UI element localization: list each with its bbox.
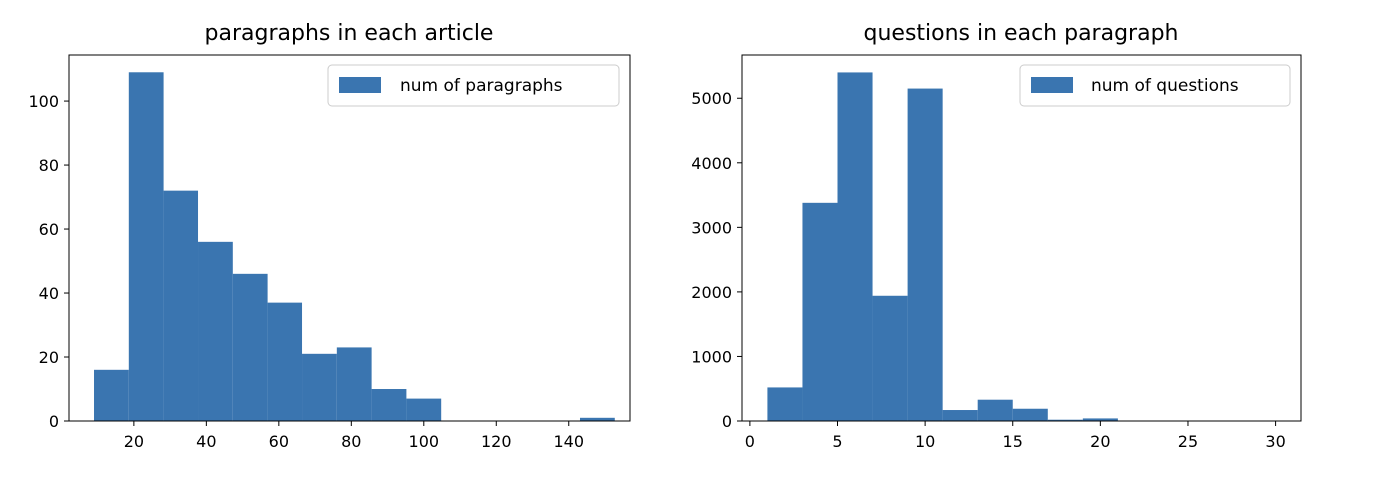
histogram-bar [1013, 409, 1048, 421]
x-tick-label: 20 [124, 432, 144, 451]
histogram-panel-questions: questions in each paragraph 0 5 10 15 20 25 30… [691, 21, 1301, 451]
y-axis: 0 1000 2000 3000 4000 5000 [691, 89, 742, 431]
y-tick-label: 80 [39, 156, 59, 175]
histogram-bar [302, 354, 337, 421]
x-tick-label: 30 [1265, 432, 1285, 451]
y-tick-label: 40 [39, 284, 59, 303]
x-tick-label: 5 [832, 432, 842, 451]
x-tick-label: 25 [1178, 432, 1198, 451]
histogram-bar [198, 242, 233, 421]
y-tick-label: 4000 [691, 154, 732, 173]
histogram-bar [372, 389, 407, 421]
y-tick-label: 1000 [691, 347, 732, 366]
histogram-bar [337, 347, 372, 421]
x-axis: 0 5 10 15 20 25 30 [745, 421, 1286, 451]
chart-title: questions in each paragraph [864, 21, 1179, 46]
y-tick-label: 5000 [691, 89, 732, 108]
legend: num of paragraphs [328, 65, 619, 106]
legend-swatch [1031, 77, 1073, 93]
y-tick-label: 2000 [691, 283, 732, 302]
histogram-bar [943, 410, 978, 421]
y-tick-label: 20 [39, 348, 59, 367]
legend-swatch [339, 77, 381, 93]
y-tick-label: 60 [39, 220, 59, 239]
x-tick-label: 100 [409, 432, 440, 451]
x-tick-label: 40 [196, 432, 216, 451]
histogram-bar [94, 370, 129, 421]
legend-label: num of paragraphs [400, 76, 563, 96]
histogram-bar [873, 296, 908, 421]
y-tick-label: 0 [722, 412, 732, 431]
histogram-bar [767, 387, 802, 421]
x-tick-label: 10 [915, 432, 935, 451]
x-tick-label: 140 [553, 432, 584, 451]
x-tick-label: 0 [745, 432, 755, 451]
histogram-panel-paragraphs: paragraphs in each article 20 40 60 80 100 12… [28, 21, 630, 451]
x-tick-label: 120 [481, 432, 512, 451]
histogram-bar [406, 399, 441, 421]
y-axis: 0 20 40 60 80 100 [28, 92, 69, 431]
y-tick-label: 0 [49, 412, 59, 431]
histogram-bar [978, 400, 1013, 421]
x-tick-label: 15 [1003, 432, 1023, 451]
histogram-bar [164, 191, 198, 421]
legend-label: num of questions [1091, 76, 1239, 96]
histogram-bar [268, 303, 302, 421]
bars-group [767, 72, 1293, 421]
x-tick-label: 80 [341, 432, 361, 451]
histogram-bar [908, 89, 943, 421]
y-tick-label: 100 [28, 92, 59, 111]
chart-title: paragraphs in each article [205, 21, 494, 46]
x-axis: 20 40 60 80 100 120 140 [124, 421, 584, 451]
histogram-bar [129, 72, 164, 421]
histogram-bar [802, 203, 837, 421]
y-tick-label: 3000 [691, 218, 732, 237]
histogram-bar [233, 274, 268, 421]
x-tick-label: 20 [1090, 432, 1110, 451]
legend: num of questions [1020, 65, 1290, 106]
bars-group [94, 72, 615, 421]
histogram-bar [838, 72, 873, 421]
x-tick-label: 60 [269, 432, 289, 451]
